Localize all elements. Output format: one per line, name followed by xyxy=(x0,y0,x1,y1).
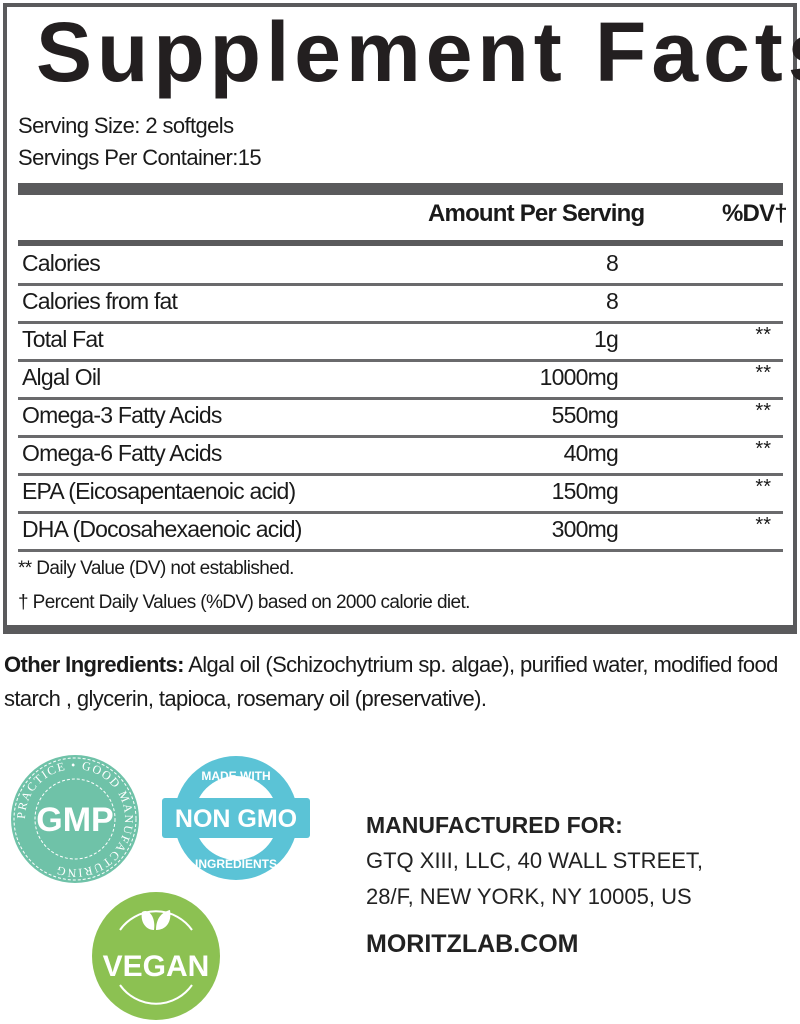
vegan-label: VEGAN xyxy=(103,950,210,983)
table-row: EPA (Eicosapentaenoic acid) 150mg ** xyxy=(18,475,783,514)
thick-divider xyxy=(18,183,783,195)
footnote-dv: ** Daily Value (DV) not established. xyxy=(18,558,294,579)
table-row: Omega-3 Fatty Acids 550mg ** xyxy=(18,399,783,438)
non-gmo-bottom-text: INGREDIENTS xyxy=(195,857,277,871)
header-divider xyxy=(18,240,783,246)
manufacturer-line-1: GTQ XIII, LLC, 40 WALL STREET, xyxy=(366,848,704,873)
nutrient-dv: ** xyxy=(755,514,771,536)
other-ingredients-text: Algal oil (Schizochytrium sp. algae), pu… xyxy=(4,652,778,711)
table-row: Total Fat 1g ** xyxy=(18,323,783,362)
non-gmo-top-text: MADE WITH xyxy=(201,769,270,783)
table-row: Omega-6 Fatty Acids 40mg ** xyxy=(18,437,783,476)
nutrient-name: Omega-3 Fatty Acids xyxy=(22,402,222,428)
other-ingredients: Other Ingredients: Algal oil (Schizochyt… xyxy=(4,648,794,716)
nutrient-amount: 150mg xyxy=(551,478,619,504)
nutrient-amount: 8 xyxy=(606,250,619,276)
other-ingredients-label: Other Ingredients: xyxy=(4,652,184,677)
nutrient-dv: ** xyxy=(755,476,771,498)
nutrient-name: Calories from fat xyxy=(22,288,178,314)
gmp-badge-icon: PRACTICE • GOOD MANUFACTURING GMP xyxy=(11,755,139,883)
table-row: Algal Oil 1000mg ** xyxy=(18,361,783,400)
serving-size: Serving Size: 2 softgels xyxy=(18,113,234,138)
supplement-facts-panel xyxy=(3,3,797,634)
servings-per-container: Servings Per Container:15 xyxy=(18,145,262,170)
table-row: Calories 8 xyxy=(18,247,783,286)
non-gmo-badge-icon: MADE WITH NON GMO INGREDIENTS xyxy=(162,756,310,880)
non-gmo-label: NON GMO xyxy=(175,805,297,833)
nutrient-amount: 300mg xyxy=(551,516,619,542)
nutrient-name: Algal Oil xyxy=(22,364,101,390)
manufacturer-heading: MANUFACTURED FOR: xyxy=(366,812,623,838)
nutrient-amount: 1g xyxy=(594,326,619,352)
nutrient-amount: 8 xyxy=(606,288,619,314)
page-title: Supplement Facts xyxy=(36,5,800,99)
nutrient-dv: ** xyxy=(755,400,771,422)
nutrient-amount: 40mg xyxy=(563,440,619,466)
nutrient-name: DHA (Docosahexaenoic acid) xyxy=(22,516,302,542)
nutrient-amount: 1000mg xyxy=(539,364,619,390)
nutrient-name: Calories xyxy=(22,250,101,276)
nutrient-dv: ** xyxy=(755,438,771,460)
website: MORITZLAB.COM xyxy=(366,930,579,958)
table-row: Calories from fat 8 xyxy=(18,285,783,324)
footnote-percent: † Percent Daily Values (%DV) based on 20… xyxy=(18,592,470,613)
nutrient-name: Omega-6 Fatty Acids xyxy=(22,440,222,466)
amount-header: Amount Per Serving xyxy=(428,200,645,227)
table-row: DHA (Docosahexaenoic acid) 300mg ** xyxy=(18,513,783,552)
nutrient-name: Total Fat xyxy=(22,326,104,352)
nutrient-amount: 550mg xyxy=(551,402,619,428)
nutrient-dv: ** xyxy=(755,362,771,384)
manufacturer-line-2: 28/F, NEW YORK, NY 10005, US xyxy=(366,884,692,909)
nutrient-name: EPA (Eicosapentaenoic acid) xyxy=(22,478,296,504)
gmp-label: GMP xyxy=(36,801,113,839)
dv-header: %DV† xyxy=(722,200,788,227)
nutrient-dv: ** xyxy=(755,324,771,346)
vegan-badge-icon: VEGAN xyxy=(92,892,220,1020)
